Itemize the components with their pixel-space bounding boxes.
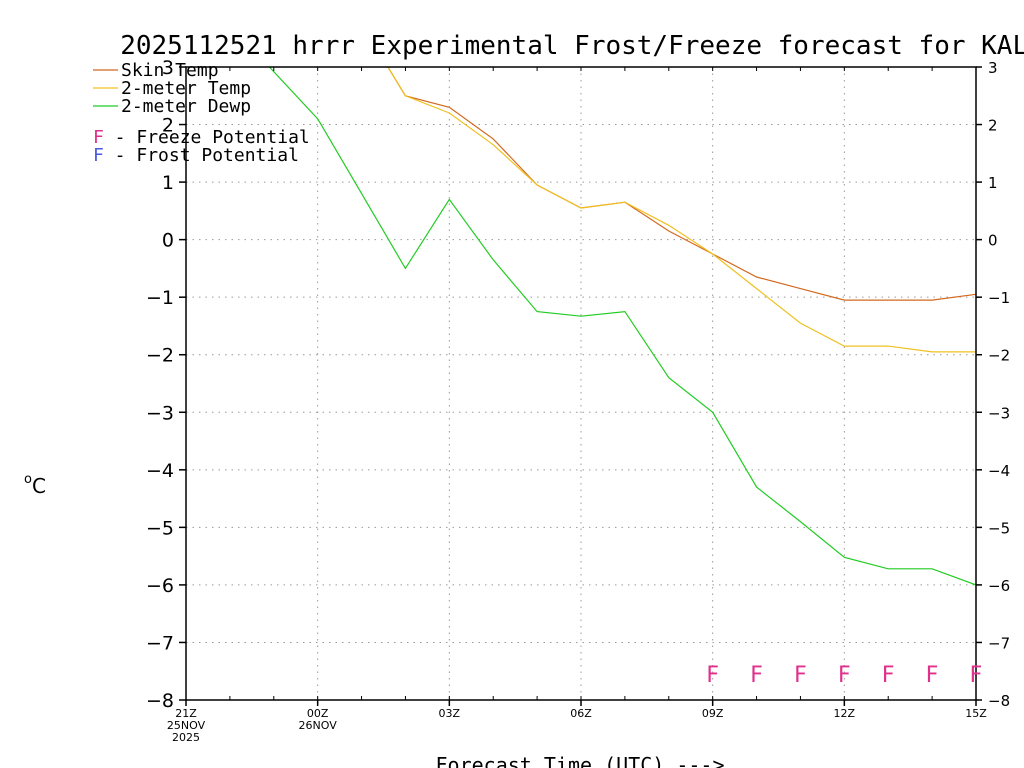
potential-legend-entry: F - Frost Potential	[93, 145, 299, 166]
potential-legend-text: - Freeze Potential	[104, 127, 310, 148]
y-tick-label-left: −2	[146, 345, 174, 367]
y-tick-label-left: −8	[146, 690, 174, 712]
y-axis-label: oC	[24, 472, 46, 498]
y-axis-label-unit: C	[32, 474, 46, 498]
freeze-marker: F	[706, 663, 719, 688]
series-lines	[268, 67, 976, 586]
y-axis-left: 3 2 1 0 −1 −2 −3 −4 −5 −6 −7 −8	[146, 57, 186, 712]
legend-label: 2-meter Temp	[121, 78, 251, 99]
x-tick-label: 25NOV	[167, 719, 206, 732]
y-tick-label-right: −7	[988, 634, 1010, 652]
y-tick-label-left: −1	[146, 287, 174, 309]
x-tick-label: 12Z	[834, 707, 856, 720]
chart-title: 2025112521 hrrr Experimental Frost/Freez…	[120, 31, 1024, 61]
y-tick-label-right: −1	[988, 289, 1010, 307]
potential-legend-letter: F	[93, 127, 104, 148]
y-tick-label-left: −7	[146, 632, 174, 654]
y-tick-label-left: 1	[162, 172, 174, 194]
potential-legend-entry: F - Freeze Potential	[93, 127, 310, 148]
y-tick-label-left: −4	[146, 460, 174, 482]
x-tick-label: 06Z	[570, 707, 592, 720]
x-tick-label: 00Z	[307, 707, 329, 720]
y-tick-label-right: 2	[988, 117, 998, 135]
potential-legend-text: - Frost Potential	[104, 145, 299, 166]
y-tick-label-right: −2	[988, 347, 1010, 365]
y-tick-label-right: −3	[988, 404, 1010, 422]
legend-label: 2-meter Dewp	[121, 96, 251, 117]
y-tick-label-right: −6	[988, 577, 1010, 595]
y-tick-label-left: 3	[162, 57, 174, 79]
freeze-marker: F	[750, 663, 763, 688]
y-tick-label-left: 2	[162, 115, 174, 137]
y-tick-label-left: −3	[146, 402, 174, 424]
series-line-2-meter-temp	[387, 67, 976, 353]
y-tick-label-right: −8	[988, 692, 1010, 710]
x-tick-label: 03Z	[439, 707, 461, 720]
y-tick-label-left: −5	[146, 517, 174, 539]
gridlines	[186, 67, 976, 700]
x-tick-label: 21Z	[175, 707, 197, 720]
y-tick-label-right: 1	[988, 174, 998, 192]
y-axis-label-degree: o	[24, 472, 32, 487]
y-axis-right: 3 2 1 0 −1 −2 −3 −4 −5 −6 −7 −8	[976, 59, 1010, 710]
series-line-skin-temp	[387, 67, 976, 301]
freeze-marker: F	[794, 663, 807, 688]
y-tick-label-right: 0	[988, 232, 998, 250]
x-tick-label: 09Z	[702, 707, 724, 720]
freeze-marker: F	[838, 663, 851, 688]
y-tick-label-right: −4	[988, 462, 1010, 480]
y-tick-label-right: −5	[988, 519, 1010, 537]
y-tick-label-left: −6	[146, 575, 174, 597]
potential-legend-letter: F	[93, 145, 104, 166]
x-tick-label: 26NOV	[299, 719, 338, 732]
freeze-marker: F	[882, 663, 895, 688]
x-tick-label: 2025	[172, 731, 200, 744]
y-tick-label-left: 0	[162, 230, 174, 252]
freeze-marker: F	[926, 663, 939, 688]
freeze-marker: F	[970, 663, 983, 688]
x-tick-label: 15Z	[965, 707, 987, 720]
x-axis-label: Forecast Time (UTC) --->	[436, 753, 725, 768]
series-line-2-meter-dewp	[268, 67, 976, 586]
legend-label: Skin Temp	[121, 60, 219, 81]
y-tick-label-right: 3	[988, 59, 998, 77]
